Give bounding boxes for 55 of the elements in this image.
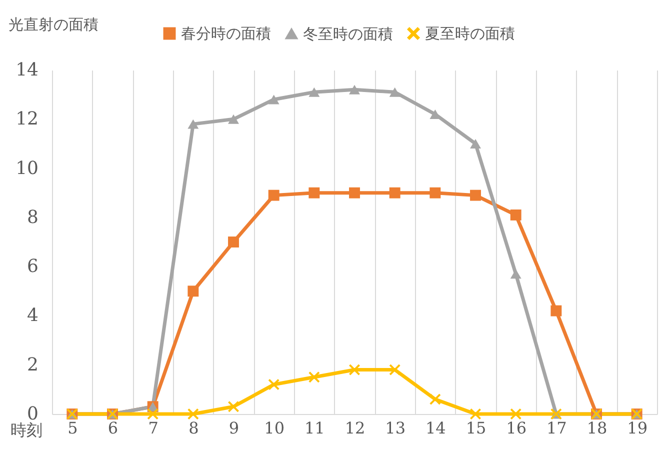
point xyxy=(268,190,280,201)
point xyxy=(470,190,481,201)
legend-label: 冬至時の面積 xyxy=(303,24,393,43)
point xyxy=(308,187,320,198)
x-tick-label: 10 xyxy=(264,418,285,438)
point xyxy=(349,187,360,198)
legend-label: 夏至時の面積 xyxy=(425,24,515,43)
x-tick-label: 12 xyxy=(344,418,366,438)
point xyxy=(430,187,441,198)
point xyxy=(228,114,239,124)
y-tick-label: 6 xyxy=(27,256,38,278)
x-tick-label: 9 xyxy=(228,418,240,438)
point xyxy=(147,408,158,420)
y-tick-label: 2 xyxy=(27,354,38,376)
point xyxy=(228,401,239,412)
point xyxy=(389,364,400,376)
x-tick-label: 14 xyxy=(425,418,446,438)
y-tick-label: 14 xyxy=(16,60,38,80)
y-axis-title: 光直射の面積 xyxy=(8,16,98,34)
x-tick-label: 17 xyxy=(546,418,567,438)
point xyxy=(510,209,522,220)
point xyxy=(188,408,199,420)
x-tick-label: 5 xyxy=(68,418,78,438)
x-tick-label: 6 xyxy=(108,418,118,438)
x-tick-label: 7 xyxy=(148,418,158,438)
point xyxy=(308,87,320,97)
point xyxy=(550,305,562,316)
y-tick-label: 12 xyxy=(16,108,38,130)
point xyxy=(510,408,522,420)
x-tick-label: 18 xyxy=(586,418,608,438)
point xyxy=(308,372,320,383)
x-axis-title: 時刻 xyxy=(10,420,42,440)
point xyxy=(349,84,360,94)
point xyxy=(470,408,481,420)
point xyxy=(188,286,199,297)
x-tick-label: 13 xyxy=(385,418,406,438)
point xyxy=(430,394,441,405)
x-tick-label: 16 xyxy=(506,418,527,438)
point xyxy=(470,138,481,148)
point xyxy=(268,94,280,104)
point xyxy=(349,364,360,376)
point xyxy=(268,379,280,390)
x-tick-label: 15 xyxy=(466,418,486,438)
x-tick-label: 8 xyxy=(188,418,199,438)
y-tick-label: 10 xyxy=(16,158,38,179)
legend-label: 春分時の面積 xyxy=(181,24,271,43)
x-tick-label: 19 xyxy=(627,418,648,438)
point xyxy=(389,87,400,97)
y-tick-label: 8 xyxy=(27,206,38,228)
point xyxy=(228,236,239,248)
point xyxy=(389,187,400,198)
point xyxy=(510,269,522,279)
y-tick-label: 4 xyxy=(27,305,38,326)
x-tick-label: 11 xyxy=(304,418,325,438)
point xyxy=(188,119,199,129)
